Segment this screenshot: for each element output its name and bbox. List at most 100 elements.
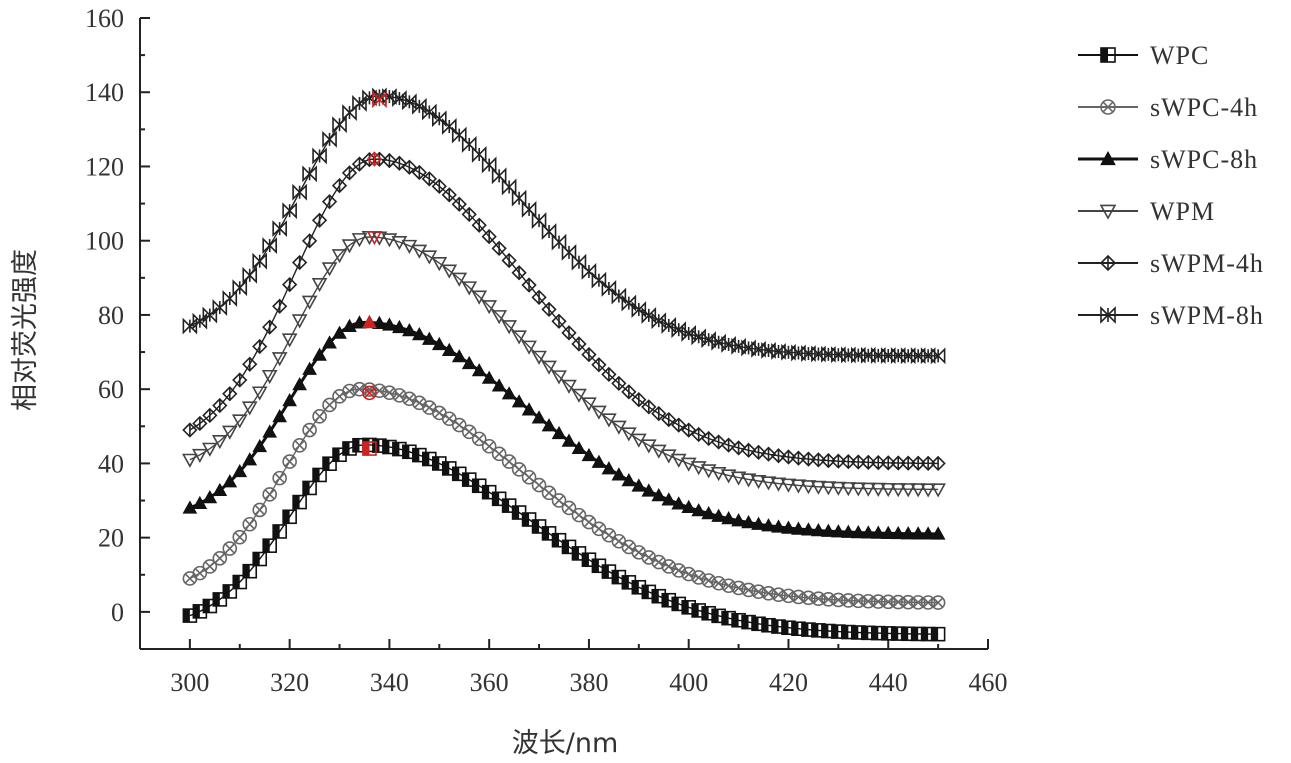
legend-marker [1100, 47, 1116, 63]
data-point [920, 526, 936, 540]
legend: WPC sWPC-4h sWPC-8h WPM sWPM-4h sWPM-8h [1078, 41, 1264, 330]
data-point [501, 454, 517, 469]
data-point [551, 370, 567, 385]
data-point [870, 482, 887, 497]
data-point [251, 386, 268, 401]
data-point [840, 482, 857, 497]
data-point [271, 352, 288, 367]
data-point [402, 323, 417, 337]
data-point [841, 593, 856, 608]
data-point [631, 301, 647, 318]
legend-item-swpc-4h: sWPC-4h [1078, 93, 1257, 122]
data-point [751, 516, 766, 530]
data-point [431, 178, 447, 194]
data-point [601, 413, 617, 428]
legend-marker [1100, 150, 1116, 166]
data-point [791, 344, 806, 362]
data-point [461, 206, 477, 223]
peak-marker [362, 314, 377, 329]
data-point [760, 476, 777, 491]
data-point [890, 483, 907, 498]
data-point [611, 467, 627, 481]
data-point [750, 474, 767, 490]
data-point [850, 482, 867, 497]
data-point [561, 243, 577, 261]
data-point [731, 337, 746, 355]
data-point [411, 326, 427, 341]
data-point [431, 336, 447, 351]
data-point [541, 418, 557, 432]
data-point [302, 361, 317, 375]
data-point [531, 212, 547, 230]
data-point [730, 471, 747, 486]
data-point [740, 442, 757, 458]
data-point [291, 254, 308, 271]
legend-item-wpm: WPM [1078, 197, 1214, 226]
data-point [561, 500, 577, 516]
series-layer [182, 87, 946, 642]
data-point [571, 336, 587, 352]
data-point [641, 306, 657, 324]
data-point [910, 347, 926, 365]
legend-label: sWPM-4h [1150, 249, 1264, 278]
data-point [201, 442, 218, 457]
data-point [791, 521, 806, 535]
legend-item-swpm-8h: sWPM-8h [1078, 301, 1263, 330]
data-point [292, 377, 307, 391]
data-point [870, 346, 886, 364]
data-point [471, 290, 488, 305]
data-point [331, 249, 348, 264]
data-point [292, 494, 307, 510]
data-point [801, 522, 816, 536]
data-point [252, 438, 268, 453]
data-point [790, 450, 807, 466]
data-point [930, 483, 946, 498]
legend-marker [1099, 254, 1117, 272]
data-point [680, 457, 697, 472]
data-point [740, 473, 757, 488]
data-point [392, 90, 407, 108]
data-point [851, 593, 866, 609]
data-point [351, 233, 368, 248]
data-point [561, 433, 577, 447]
data-point [252, 252, 268, 270]
data-point [252, 502, 268, 518]
data-point [710, 466, 727, 482]
data-point [262, 424, 278, 438]
data-point [272, 408, 288, 423]
data-point [182, 453, 198, 468]
data-point [661, 317, 677, 334]
data-point [830, 481, 847, 496]
data-point [831, 346, 846, 364]
data-point [771, 519, 786, 533]
data-point [202, 306, 218, 324]
data-point [301, 233, 318, 249]
data-point [730, 440, 747, 456]
data-point [761, 518, 776, 532]
data-point [591, 357, 607, 373]
data-point [461, 281, 478, 296]
data-point [851, 346, 866, 364]
data-point [890, 455, 906, 471]
data-point [920, 455, 936, 471]
data-point [860, 593, 876, 609]
data-point [860, 454, 876, 470]
y-tick-label: 80 [98, 301, 124, 330]
data-point [511, 265, 527, 281]
data-point [631, 545, 647, 560]
data-point [821, 523, 836, 537]
data-point [182, 500, 198, 514]
data-point [681, 325, 697, 342]
data-point [810, 480, 827, 495]
data-point [441, 187, 457, 203]
data-point [471, 146, 487, 163]
data-point [690, 461, 707, 476]
data-point [880, 594, 896, 610]
data-point [322, 397, 337, 413]
x-tick-label: 360 [470, 668, 509, 697]
data-point [282, 454, 297, 469]
data-point [521, 277, 537, 293]
data-point [910, 455, 926, 471]
data-point [341, 239, 358, 254]
data-point [382, 317, 397, 331]
